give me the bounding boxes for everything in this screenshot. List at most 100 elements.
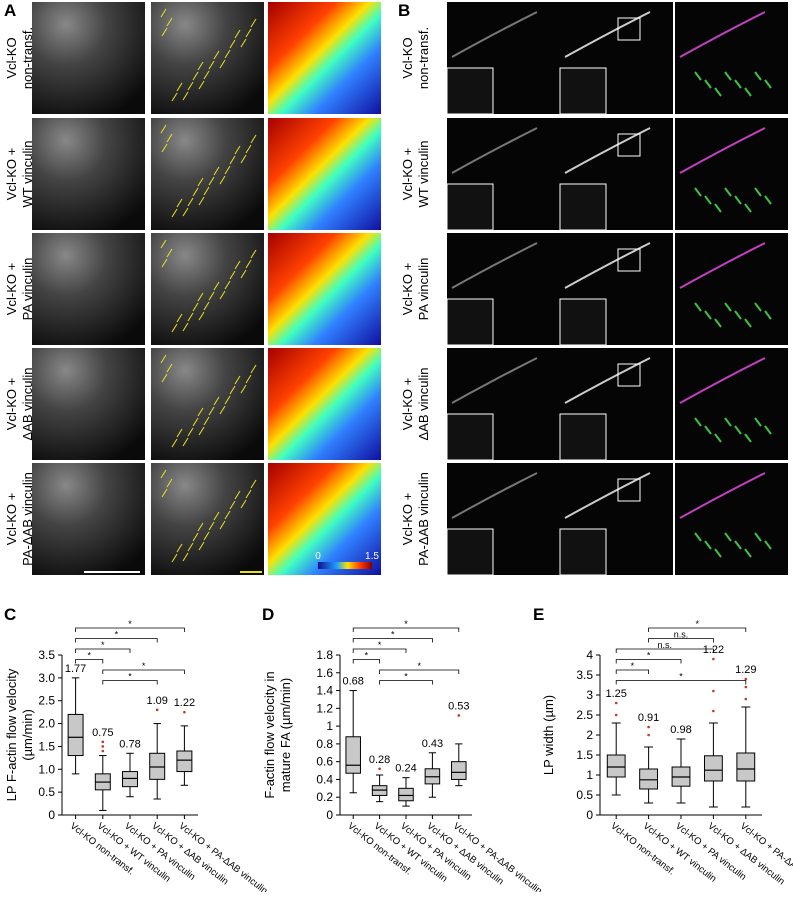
mean-label: 0.43 <box>422 738 443 750</box>
cell-edge <box>679 472 766 519</box>
panel-label: E <box>533 605 544 624</box>
adhesion <box>744 87 752 97</box>
flow-vector <box>219 405 226 415</box>
flow-vector <box>213 50 220 60</box>
flow-vector <box>161 143 168 153</box>
adhesion <box>744 203 752 213</box>
significance-bracket <box>75 627 185 632</box>
flow-vector <box>224 165 231 175</box>
inset <box>559 528 607 576</box>
mean-label: 0.75 <box>92 727 113 739</box>
zoom-box <box>617 133 641 157</box>
flow-vector <box>176 313 183 323</box>
inset <box>559 413 607 461</box>
panel-label: C <box>4 605 16 624</box>
box <box>67 713 84 757</box>
y-tick-label: 0.2 <box>316 790 333 804</box>
adhesion <box>694 187 702 197</box>
mean-label: 0.24 <box>395 763 416 775</box>
significance-bracket <box>615 669 649 674</box>
flow-vector <box>198 426 205 436</box>
cell-edge <box>451 127 538 174</box>
flow-vector <box>192 71 199 81</box>
zoom-box <box>617 248 641 272</box>
inset <box>446 183 494 231</box>
flow-vector <box>176 82 183 92</box>
adhesion <box>694 71 702 81</box>
significance-label: * <box>695 619 699 629</box>
flow-vector <box>166 248 173 258</box>
cell-edge <box>679 242 766 289</box>
flow-vector <box>203 186 210 196</box>
inset <box>446 298 494 346</box>
flow-vector <box>213 166 220 176</box>
flow-vector <box>161 373 168 383</box>
y-tick-label: 2.0 <box>38 717 55 731</box>
flow-vector <box>176 543 183 553</box>
flow-vector <box>161 27 168 37</box>
significance-bracket <box>75 659 104 664</box>
significance-label: n.s. <box>658 640 673 650</box>
outlier <box>744 685 748 689</box>
y-axis-label: LP F-actin flow velocity <box>4 668 19 801</box>
significance-label: * <box>647 651 651 661</box>
flow-vector <box>182 437 189 447</box>
flow-vector <box>171 323 178 333</box>
row-label: Vcl-KO + <box>400 263 415 315</box>
adhesion <box>754 71 762 81</box>
adhesion <box>714 548 722 558</box>
significance-bracket <box>352 659 380 664</box>
micrograph <box>675 348 788 460</box>
flow-vector <box>160 469 167 479</box>
mean-label: 1.77 <box>65 663 86 675</box>
adhesion <box>734 195 742 205</box>
flow-vector <box>171 438 178 448</box>
adhesion <box>764 79 772 89</box>
significance-label: * <box>87 651 91 661</box>
mean-label: 0.91 <box>638 712 659 724</box>
adhesion <box>764 540 772 550</box>
flow-vector <box>171 553 178 563</box>
flow-vector <box>208 521 215 531</box>
flow-vector <box>229 39 236 49</box>
micrograph <box>151 118 264 230</box>
flow-vector <box>187 427 194 437</box>
outlier <box>101 749 105 753</box>
adhesion <box>754 417 762 427</box>
flow-vector <box>213 396 220 406</box>
significance-label: * <box>128 672 132 682</box>
micrograph <box>268 233 381 345</box>
flow-vector <box>192 302 199 312</box>
flow-vector <box>240 154 247 164</box>
micrograph <box>268 463 381 575</box>
row-label: PA vinculin <box>20 258 35 321</box>
box <box>345 736 361 774</box>
adhesion <box>734 79 742 89</box>
row-label: Vcl-KO <box>400 37 415 78</box>
significance-bracket <box>379 680 433 685</box>
adhesion <box>694 532 702 542</box>
micrograph <box>675 233 788 345</box>
outlier <box>614 713 618 717</box>
adhesion <box>714 87 722 97</box>
significance-bracket <box>648 638 714 643</box>
flow-vector <box>208 291 215 301</box>
flow-vector <box>182 552 189 562</box>
adhesion <box>734 540 742 550</box>
cell-edge <box>451 472 538 519</box>
mean-label: 0.78 <box>119 738 140 750</box>
significance-label: * <box>631 661 635 671</box>
outlier <box>155 708 159 712</box>
micrograph <box>268 118 381 230</box>
y-tick-label: 3.0 <box>38 671 55 685</box>
box <box>149 752 166 780</box>
cell-edge <box>679 11 766 58</box>
y-tick-label: 0.8 <box>316 737 333 751</box>
y-tick-label: 0 <box>586 808 593 822</box>
zoom-box <box>617 363 641 387</box>
adhesion <box>704 540 712 550</box>
outlier <box>712 657 715 661</box>
flow-vector <box>198 80 205 90</box>
outlier <box>101 740 105 744</box>
flow-vector <box>160 8 167 18</box>
